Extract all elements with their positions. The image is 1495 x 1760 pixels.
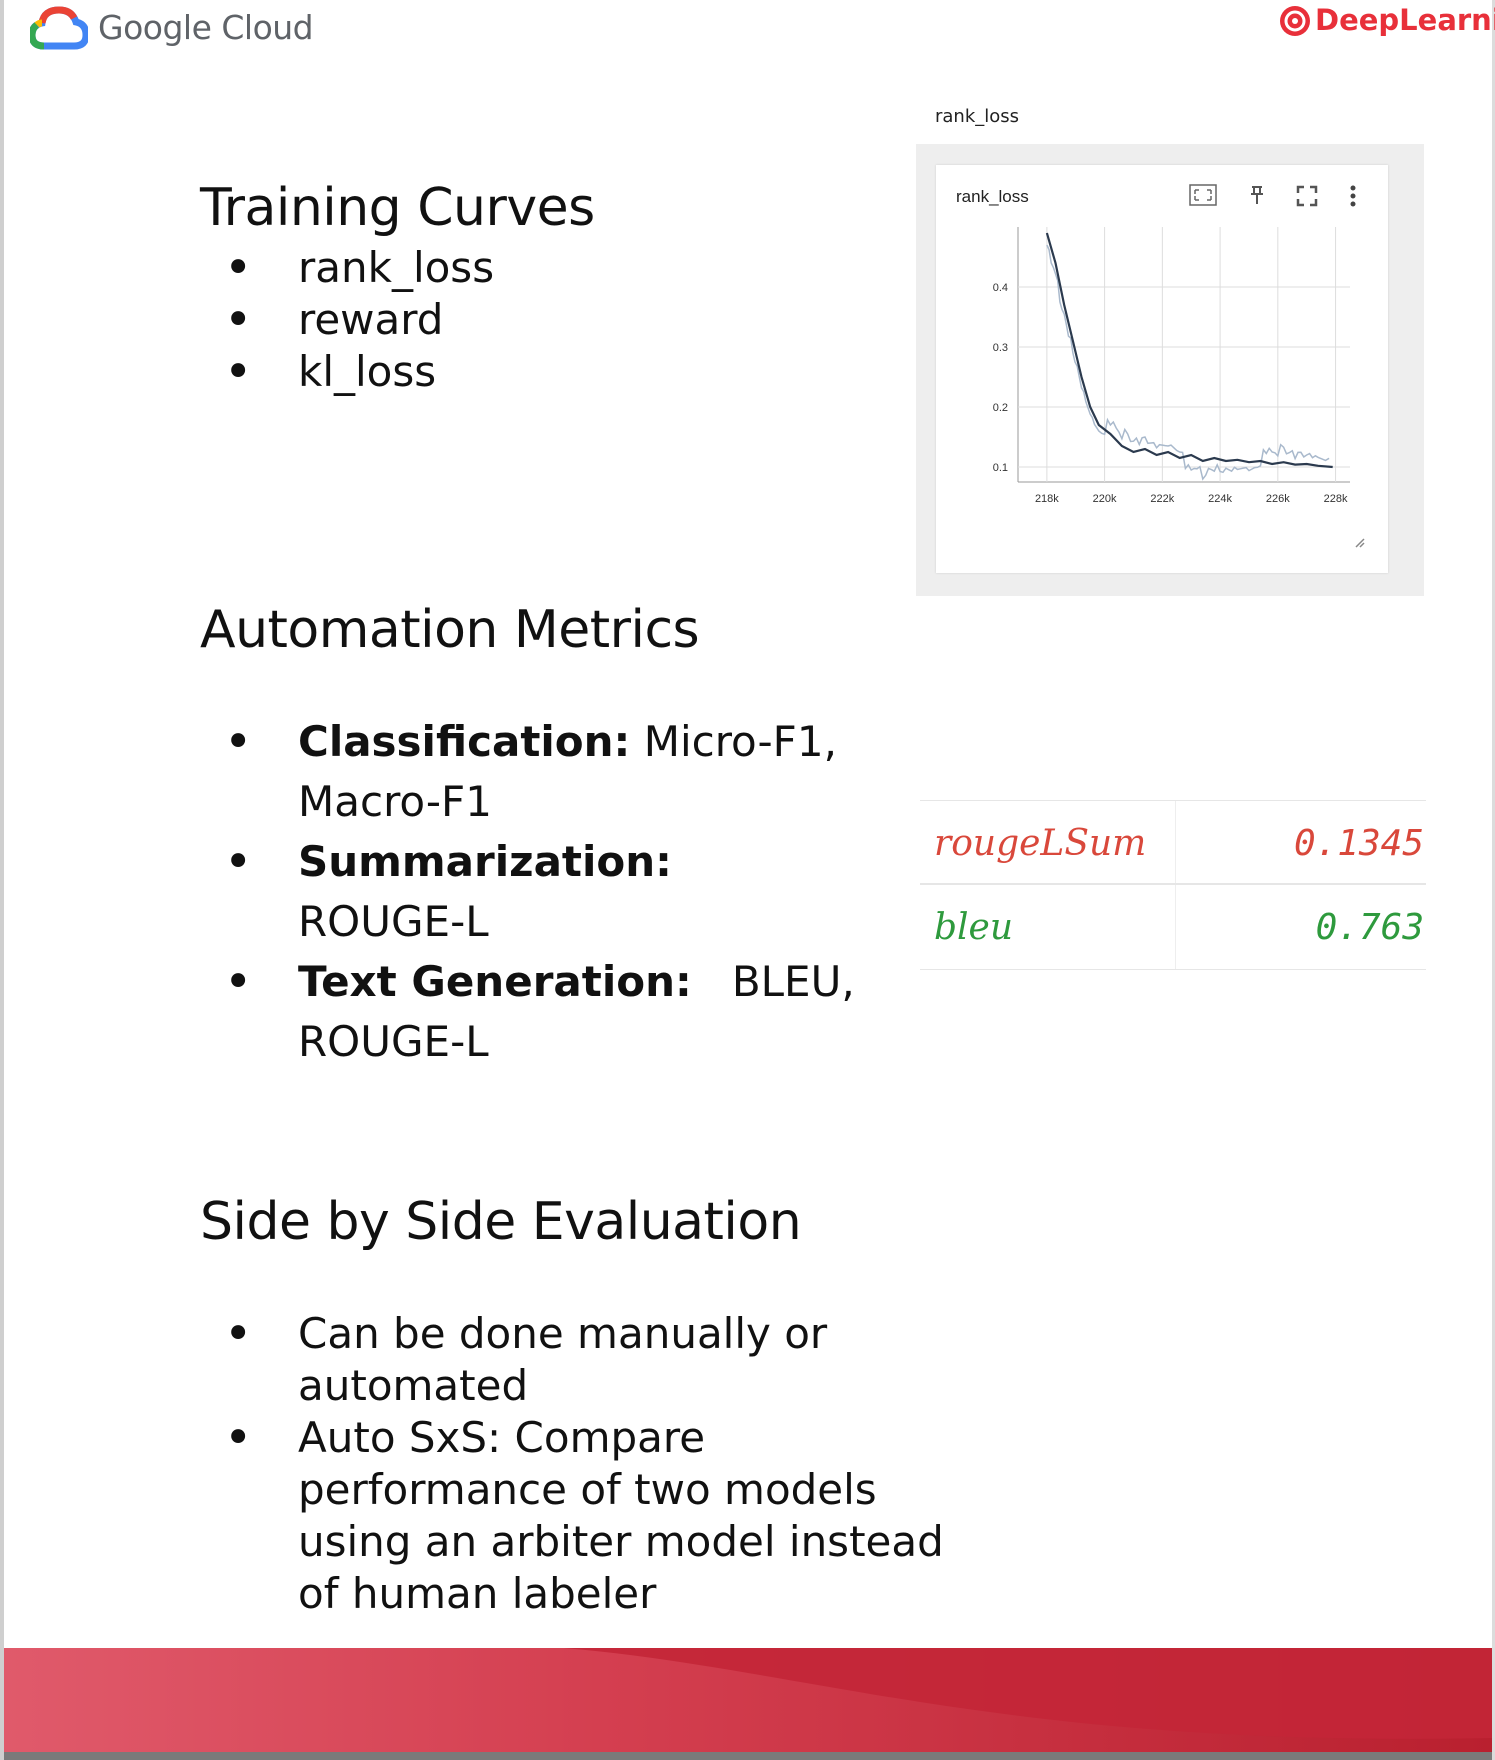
google-cloud-logo-icon: [30, 6, 88, 50]
footer-wave-decoration: [4, 1648, 1492, 1760]
metric-names-cont: ROUGE-L: [298, 1017, 489, 1066]
left-frame-edge: [0, 0, 4, 1760]
x-axis-ticks: 218k 220k 222k 224k 226k 228k: [1035, 493, 1348, 505]
list-item-line: using an arbiter model instead: [298, 1517, 944, 1566]
metric-names-cont: ROUGE-L: [298, 897, 489, 946]
y-tick-label: 0.2: [993, 402, 1008, 414]
y-tick-label: 0.1: [993, 462, 1008, 474]
metric-value: 0.763: [1315, 907, 1424, 948]
right-frame-edge: [1492, 0, 1495, 1760]
x-tick-label: 218k: [1035, 493, 1059, 505]
list-item-line: automated: [298, 1361, 529, 1410]
metric-category-label: Classification:: [298, 717, 631, 766]
rank-loss-chart: rank_loss 0.10.20.30.4 218k 220k 222k 224k 2…: [956, 184, 1365, 548]
x-tick-label: 222k: [1150, 493, 1174, 505]
x-tick-label: 226k: [1266, 493, 1290, 505]
x-tick-label: 228k: [1324, 493, 1348, 505]
list-item-line: of human labeler: [298, 1569, 657, 1618]
chart-card-heading: rank_loss: [935, 106, 1020, 127]
list-item: kl_loss: [224, 346, 494, 398]
metrics-table: rougeLSum 0.1345 bleu 0.763: [920, 800, 1426, 970]
metric-name: rougeLSum: [934, 823, 1147, 864]
chart-card: rank_loss 0.1 0.2 0.3 0.4 218k 220k 222k 224k 2…: [936, 165, 1388, 573]
y-tick-label: 0.4: [993, 282, 1008, 294]
deeplearning-logo-icon: [1280, 6, 1310, 36]
raw-series-line: [1046, 244, 1330, 481]
smoothed-series-line: [1045, 232, 1333, 469]
pin-icon[interactable]: [1251, 186, 1263, 204]
section-title-automation-metrics: Automation Metrics: [200, 600, 700, 660]
x-tick-label: 220k: [1093, 493, 1117, 505]
table-row: rougeLSum 0.1345: [920, 801, 1426, 885]
fit-domain-icon[interactable]: [1189, 184, 1217, 206]
y-tick-label: 0.3: [993, 342, 1008, 354]
section-title-side-by-side: Side by Side Evaluation: [200, 1192, 802, 1252]
chart-grid: [1017, 227, 1350, 483]
deeplearning-brand: DeepLearning: [1315, 3, 1495, 37]
metric-category-label: Text Generation:: [298, 957, 692, 1006]
list-item: rank_loss: [224, 242, 494, 294]
automation-bullet-list: Classification: Micro-F1, Macro-F1 Summar…: [224, 712, 855, 1072]
list-item-line: Can be done manually or: [298, 1309, 828, 1358]
metric-category-label: Summarization:: [298, 837, 672, 886]
fullscreen-icon[interactable]: [1296, 185, 1318, 207]
metric-value: 0.1345: [1293, 823, 1424, 864]
list-item: Classification: Micro-F1, Macro-F1: [224, 712, 855, 832]
more-vert-icon[interactable]: [1350, 185, 1356, 207]
table-row: bleu 0.763: [920, 885, 1426, 967]
metric-names-cont: Macro-F1: [298, 777, 492, 826]
metric-names: Micro-F1,: [630, 717, 837, 766]
section-title-training-curves: Training Curves: [200, 178, 595, 238]
raw-series: [1046, 244, 1330, 481]
metric-name: bleu: [934, 907, 1014, 948]
list-item-line: Auto SxS: Compare: [298, 1413, 706, 1462]
list-item: reward: [224, 294, 494, 346]
list-item: Text Generation: BLEU, ROUGE-L: [224, 952, 855, 1072]
column-divider: [1175, 801, 1176, 969]
chart-title: rank_loss: [956, 187, 1029, 206]
resize-handle-icon[interactable]: [1355, 538, 1365, 548]
google-cloud-brand: Google Cloud: [98, 8, 314, 47]
list-item-line: performance of two models: [298, 1465, 877, 1514]
y-axis-ticks: 0.1 0.2 0.3 0.4: [993, 282, 1008, 474]
training-bullet-list: rank_loss reward kl_loss: [224, 242, 494, 398]
list-item: Summarization: ROUGE-L: [224, 832, 855, 952]
metric-names: BLEU,: [691, 957, 855, 1006]
x-tick-label: 224k: [1208, 493, 1232, 505]
